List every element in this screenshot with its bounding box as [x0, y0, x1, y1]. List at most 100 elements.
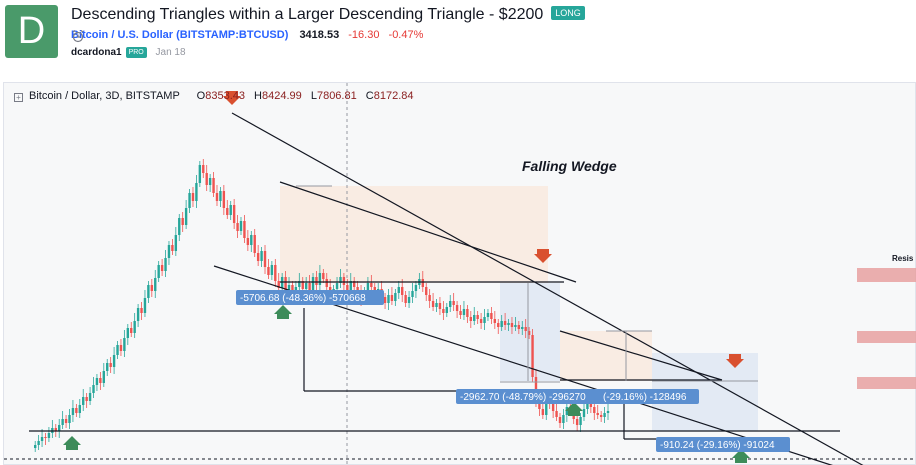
breakdown-sell-arrow: [534, 249, 552, 263]
candle-body: [68, 415, 71, 423]
candle-body: [479, 319, 483, 323]
candle-body: [178, 218, 181, 235]
candle-body: [215, 193, 219, 201]
author-avatar[interactable]: D: [5, 5, 58, 58]
candle-body: [71, 408, 75, 415]
candle-body: [322, 273, 325, 279]
candle-body: [538, 401, 541, 409]
candle-body: [558, 417, 562, 423]
candle-body: [510, 323, 514, 327]
candle-body: [130, 328, 133, 333]
chart-panel[interactable]: Falling Wedge Resis -5706.68 (-48.36%) -57…: [3, 82, 916, 465]
measure-label-4: -910.24 (-29.16%) -91024: [660, 440, 775, 451]
candle-body: [250, 235, 253, 245]
measure-label-4-box: [656, 437, 790, 452]
price-change-percent: -0.47%: [388, 29, 424, 41]
measure-label-2: -2962.70 (-48.79%) -296270: [460, 392, 586, 403]
last-price: 3418.53: [299, 29, 340, 41]
candle-body: [54, 428, 57, 431]
symbol-code-link[interactable]: (BITSTAMP:BTCUSD): [176, 29, 289, 41]
candle-body: [246, 238, 250, 245]
candle-body: [284, 277, 287, 293]
candle-body: [562, 415, 565, 423]
candle-body: [599, 415, 603, 417]
legend-ohlc: O8353.43 H8424.99 L7806.81 C8172.84: [197, 90, 420, 102]
candle-body: [58, 425, 61, 431]
candle-body: [545, 399, 548, 415]
candle-body: [527, 331, 531, 335]
candle-body: [47, 433, 51, 438]
buy-arrow-2: [63, 436, 81, 450]
candle-body: [243, 221, 246, 238]
candle-body: [236, 223, 239, 231]
candle-body: [239, 221, 243, 231]
measure-label-3: (-29.16%) -128496: [603, 392, 687, 403]
candle-body: [102, 371, 105, 383]
idea-header: D Descending Triangles within a Larger D…: [0, 0, 916, 82]
candle-body: [260, 251, 263, 261]
symbol-name-link[interactable]: Bitcoin / U.S. Dollar: [71, 29, 174, 41]
legend-low-label: L: [310, 90, 317, 102]
candle-body: [85, 397, 88, 401]
buy-arrow-4: [732, 449, 750, 463]
resistance-zone-1: [857, 268, 916, 282]
candle-body: [387, 295, 390, 303]
candle-body: [311, 277, 315, 291]
candle-body: [126, 328, 130, 338]
candle-body: [75, 408, 78, 413]
candle-body: [596, 413, 599, 415]
symbol-row: Bitcoin / U.S. Dollar (BITSTAMP:BTCUSD) …: [71, 29, 434, 43]
idea-title-text: Descending Triangles within a Larger Des…: [71, 6, 544, 23]
candle-body: [99, 378, 102, 383]
candle-body: [195, 183, 198, 201]
measure-label-1: -5706.68 (-48.36%) -570668: [240, 293, 366, 304]
candle-body: [160, 265, 164, 271]
candle-body: [64, 419, 68, 423]
candle-body: [521, 327, 524, 329]
candle-body: [154, 278, 157, 291]
candle-body: [34, 445, 37, 448]
lower-triangle-zone: [560, 331, 652, 381]
price-change: -16.30: [348, 29, 380, 41]
candle-body: [133, 321, 136, 333]
candle-body: [497, 323, 500, 327]
author-name-link[interactable]: dcardona1: [71, 47, 122, 58]
candle-body: [112, 355, 116, 367]
candle-body: [401, 287, 404, 295]
candle-body: [143, 298, 147, 313]
candle-body: [531, 335, 534, 377]
candle-body: [593, 407, 596, 413]
candle-body: [462, 309, 466, 315]
legend-low-value: 7806.81: [316, 90, 357, 102]
candle-body: [476, 315, 479, 319]
candle-body: [469, 317, 473, 321]
legend-symbol: Bitcoin / Dollar, 3D, BITSTAMP: [29, 90, 180, 102]
candlestick-chart[interactable]: Falling Wedge Resis -5706.68 (-48.36%) -57…: [4, 83, 916, 465]
candle-body: [589, 403, 593, 407]
candle-body: [253, 235, 256, 253]
chart-legend: + Bitcoin / Dollar, 3D, BITSTAMP O8353.43…: [14, 90, 420, 102]
candle-body: [500, 321, 503, 327]
candle-body: [586, 403, 589, 409]
candle-body: [486, 313, 490, 317]
candle-body: [61, 419, 64, 425]
candle-body: [164, 258, 167, 271]
long-badge: LONG: [551, 6, 585, 20]
candle-body: [150, 285, 154, 291]
candle-body: [181, 218, 184, 225]
candle-body: [342, 277, 346, 285]
candle-body: [188, 193, 191, 208]
candle-body: [352, 281, 356, 287]
candle-body: [390, 295, 394, 301]
candle-body: [184, 208, 188, 225]
expand-legend-icon[interactable]: +: [14, 93, 23, 102]
candle-body: [92, 385, 95, 393]
candle-body: [452, 301, 455, 305]
candle-body: [82, 397, 85, 405]
candle-body: [431, 301, 435, 307]
candle-body: [445, 307, 448, 313]
legend-open-label: O: [196, 90, 206, 102]
candle-body: [232, 205, 236, 223]
upper-triangle-zone: [280, 186, 548, 283]
candle-body: [404, 295, 407, 303]
